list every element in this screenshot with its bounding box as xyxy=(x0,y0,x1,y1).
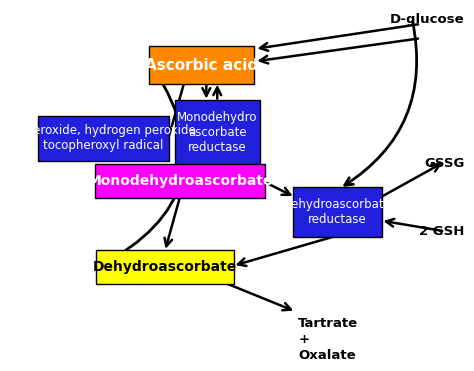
Text: 2 GSH: 2 GSH xyxy=(419,225,465,238)
FancyBboxPatch shape xyxy=(95,164,265,198)
Text: superoxide, hydrogen peroxide
tocopheroxyl radical: superoxide, hydrogen peroxide tocopherox… xyxy=(11,124,195,152)
Text: Monodehydro
ascorbate
reductase: Monodehydro ascorbate reductase xyxy=(177,111,257,154)
Text: Tartrate
+
Oxalate: Tartrate + Oxalate xyxy=(298,317,358,362)
Text: D-glucose: D-glucose xyxy=(390,13,465,26)
Text: GSSG: GSSG xyxy=(424,157,465,170)
FancyBboxPatch shape xyxy=(38,116,169,161)
Text: Ascorbic acid: Ascorbic acid xyxy=(146,58,258,73)
FancyBboxPatch shape xyxy=(293,187,383,237)
Text: Monodehydroascorbate: Monodehydroascorbate xyxy=(87,174,273,188)
FancyBboxPatch shape xyxy=(149,46,255,84)
Text: Dehydroascorbate: Dehydroascorbate xyxy=(92,260,237,274)
FancyBboxPatch shape xyxy=(96,250,234,284)
Text: Dehydroascorbate
reductase: Dehydroascorbate reductase xyxy=(283,198,392,226)
FancyBboxPatch shape xyxy=(174,100,260,166)
